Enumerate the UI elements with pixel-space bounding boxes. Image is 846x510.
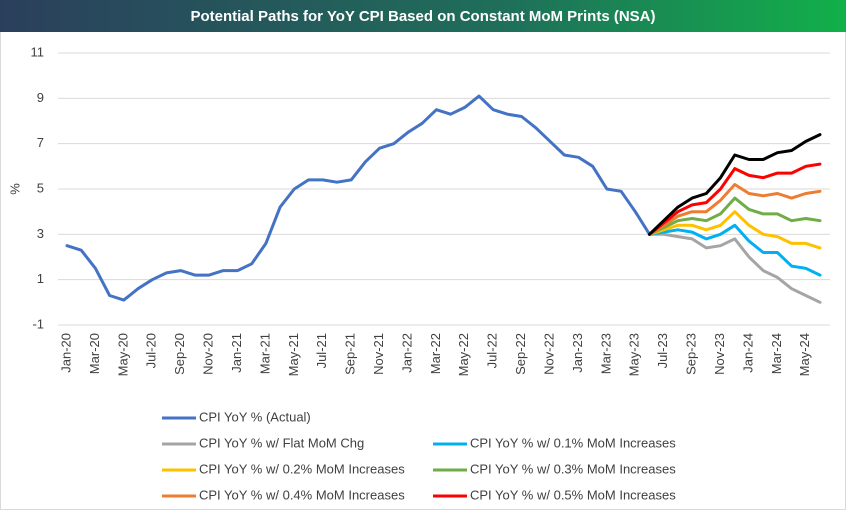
x-tick-label: Jan-20 xyxy=(58,333,73,373)
x-tick-label: Jan-21 xyxy=(229,333,244,373)
series-line xyxy=(65,94,651,302)
y-tick-label: -1 xyxy=(32,316,44,331)
chart-title: Potential Paths for YoY CPI Based on Con… xyxy=(190,8,655,25)
x-tick-label: Sep-20 xyxy=(172,333,187,375)
y-tick-label: 11 xyxy=(31,44,45,59)
x-tick-label: May-23 xyxy=(627,333,642,376)
x-tick-label: May-21 xyxy=(286,333,301,376)
x-tick-label: Sep-23 xyxy=(684,333,699,375)
x-tick-label: Jan-22 xyxy=(399,333,414,373)
y-tick-label: 5 xyxy=(37,180,44,195)
series-line xyxy=(648,183,822,236)
title-banner xyxy=(0,0,846,32)
series-line xyxy=(648,133,822,236)
y-axis-label: % xyxy=(7,183,22,195)
x-tick-label: May-20 xyxy=(115,333,130,376)
legend-label: CPI YoY % w/ 0.2% MoM Increases xyxy=(199,461,405,476)
series-line xyxy=(648,223,822,277)
x-tick-label: Jul-20 xyxy=(144,333,159,368)
x-tick-label: May-24 xyxy=(797,333,812,376)
x-tick-label: Nov-21 xyxy=(371,333,386,375)
series-line xyxy=(648,232,822,304)
x-tick-label: Mar-20 xyxy=(87,333,102,374)
x-tick-label: Jul-21 xyxy=(314,333,329,368)
x-tick-label: Jul-23 xyxy=(655,333,670,368)
legend-label: CPI YoY % w/ 0.3% MoM Increases xyxy=(470,461,676,476)
x-tick-label: May-22 xyxy=(456,333,471,376)
x-tick-label: Jan-24 xyxy=(740,333,755,373)
x-tick-label: Sep-22 xyxy=(513,333,528,375)
x-tick-label: Jan-23 xyxy=(570,333,585,373)
x-tick-label: Sep-21 xyxy=(343,333,358,375)
y-tick-label: 3 xyxy=(37,226,44,241)
x-tick-label: Mar-23 xyxy=(598,333,613,374)
x-tick-label: Mar-24 xyxy=(769,333,784,374)
legend-label: CPI YoY % w/ 0.4% MoM Increases xyxy=(199,487,405,502)
series-line xyxy=(648,196,822,236)
x-tick-label: Mar-21 xyxy=(257,333,272,374)
legend-label: CPI YoY % (Actual) xyxy=(199,409,311,424)
legend-label: CPI YoY % w/ Flat MoM Chg xyxy=(199,435,364,450)
series-line xyxy=(648,162,822,236)
y-tick-label: 1 xyxy=(37,271,44,286)
y-tick-label: 7 xyxy=(37,135,44,150)
x-tick-label: Nov-23 xyxy=(712,333,727,375)
x-tick-label: Nov-20 xyxy=(201,333,216,375)
series-line xyxy=(648,210,822,250)
x-tick-label: Nov-22 xyxy=(541,333,556,375)
x-tick-label: Mar-22 xyxy=(428,333,443,374)
x-tick-label: Jul-22 xyxy=(485,333,500,368)
legend-label: CPI YoY % w/ 0.5% MoM Increases xyxy=(470,487,676,502)
legend-label: CPI YoY % w/ 0.1% MoM Increases xyxy=(470,435,676,450)
y-tick-label: 9 xyxy=(37,90,44,105)
